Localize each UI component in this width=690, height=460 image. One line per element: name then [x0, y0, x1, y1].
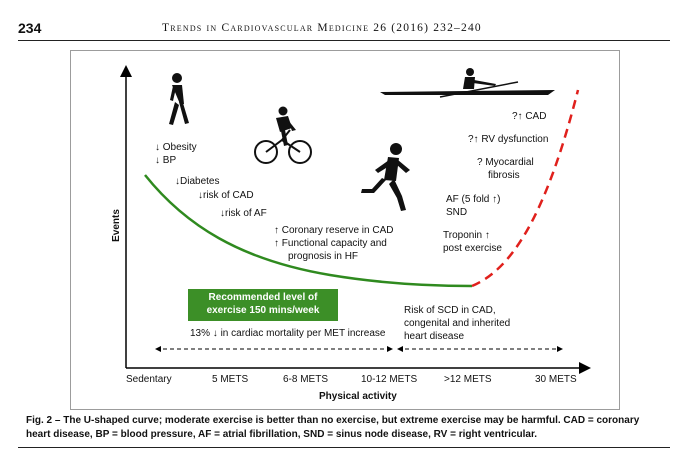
label-obesity: ↓ Obesity	[155, 142, 197, 153]
label-risk-cad: ↓risk of CAD	[198, 190, 254, 201]
label-fibrosis: fibrosis	[488, 170, 520, 181]
scd-note-line-1: Risk of SCD in CAD,	[404, 305, 496, 316]
label-prognosis-hf: prognosis in HF	[288, 251, 359, 262]
label-myocardial: ? Myocardial	[477, 157, 534, 168]
mortality-note: 13% ↓ in cardiac mortality per MET incre…	[190, 328, 386, 339]
y-axis-title: Events	[110, 209, 122, 242]
page-number: 234	[18, 20, 42, 36]
label-af-fold: AF (5 fold ↑)	[446, 194, 501, 205]
recommended-exercise-box: Recommended level of exercise 150 mins/w…	[188, 289, 338, 321]
walker-silhouette-icon	[169, 73, 189, 125]
runner-silhouette-icon	[361, 143, 410, 211]
x-tick-12-mets: >12 METS	[444, 374, 492, 385]
label-functional-capacity: ↑ Functional capacity and	[274, 238, 387, 249]
x-axis-title: Physical activity	[319, 391, 397, 402]
bottom-rule	[18, 447, 670, 448]
label-rv-dysfunction: ?↑ RV dysfunction	[468, 134, 549, 145]
scd-note-line-2: congenital and inherited	[404, 318, 511, 329]
recommended-line-2: exercise 150 mins/week	[206, 305, 320, 316]
x-tick-6-8-mets: 6-8 METS	[283, 374, 329, 385]
x-tick-30-mets: 30 METS	[535, 374, 577, 385]
cyclist-silhouette-icon	[254, 106, 312, 164]
x-tick-sedentary: Sedentary	[126, 374, 172, 385]
label-troponin: Troponin ↑	[443, 230, 490, 241]
rower-silhouette-icon	[380, 68, 555, 98]
label-coronary-reserve: ↑ Coronary reserve in CAD	[274, 225, 394, 236]
x-tick-5-mets: 5 METS	[212, 374, 249, 385]
label-snd: SND	[446, 207, 468, 218]
figure-frame	[70, 50, 620, 410]
figure-caption: Fig. 2 – The U-shaped curve; moderate ex…	[26, 415, 640, 440]
label-risk-af: ↓risk of AF	[220, 208, 267, 219]
harmful-curve	[471, 89, 580, 288]
x-tick-10-12-mets: 10-12 METS	[361, 374, 418, 385]
label-post-exercise: post exercise	[443, 243, 502, 254]
beneficial-curve	[144, 174, 473, 288]
label-diabetes: ↓Diabetes	[175, 176, 220, 187]
scd-note-line-3: heart disease	[404, 331, 465, 342]
label-risk-cad-extreme: ?↑ CAD	[512, 111, 547, 122]
label-bp: ↓ BP	[155, 155, 177, 166]
header-rule	[18, 40, 670, 41]
recommended-line-1: Recommended level of	[208, 292, 318, 303]
running-head: Trends in Cardiovascular Medicine 26 (20…	[162, 22, 482, 34]
